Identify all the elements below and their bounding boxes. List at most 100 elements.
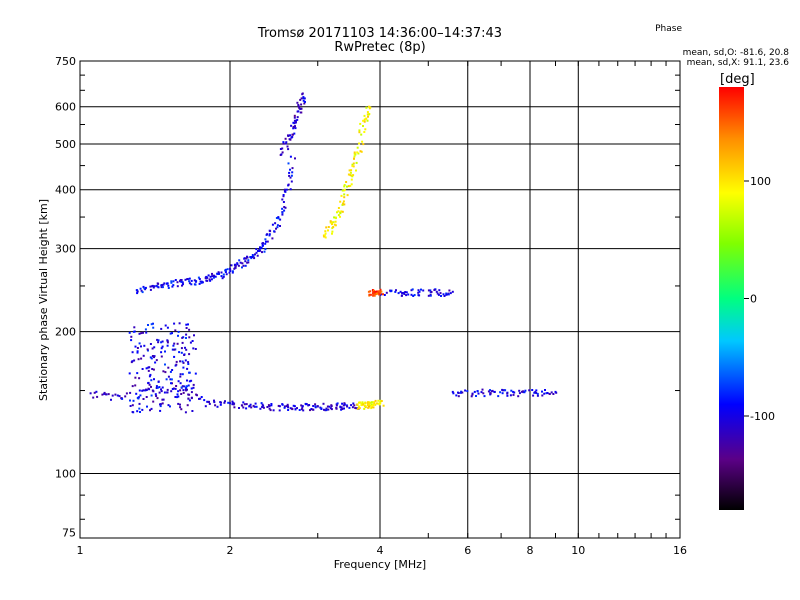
echo-point	[346, 194, 349, 197]
echo-point	[138, 402, 141, 405]
echo-point	[223, 401, 226, 404]
echo-point	[449, 292, 452, 295]
echo-point	[333, 223, 336, 226]
echo-point	[247, 261, 250, 264]
echo-point	[238, 259, 241, 262]
echo-point	[188, 399, 191, 402]
echo-point	[164, 363, 166, 366]
echo-point	[382, 404, 385, 407]
echo-point	[147, 387, 150, 390]
trace-point	[554, 390, 557, 393]
echo-point	[329, 220, 332, 223]
echo-point	[163, 282, 166, 285]
echo-point	[174, 329, 177, 332]
echo-point	[301, 406, 304, 409]
echo-point	[141, 291, 144, 294]
echo-point	[132, 399, 135, 402]
echo-point	[147, 349, 149, 352]
x-tick-label: 6	[464, 544, 471, 557]
echo-point	[373, 292, 376, 295]
trace-point	[367, 290, 370, 293]
echo-point	[149, 409, 151, 412]
trace-point	[206, 276, 209, 279]
echo-point	[147, 324, 149, 326]
echo-point	[349, 171, 352, 174]
echo-point	[227, 401, 230, 404]
echo-point	[298, 409, 301, 411]
echo-point	[521, 390, 523, 393]
echo-point	[284, 206, 287, 209]
echo-point	[152, 326, 155, 329]
echo-point	[186, 385, 188, 388]
echo-point	[312, 405, 315, 407]
echo-point	[291, 135, 294, 138]
echo-point	[103, 391, 106, 394]
echo-point	[442, 293, 445, 296]
echo-point	[198, 397, 200, 400]
trace-point	[301, 92, 304, 95]
echo-point	[320, 408, 323, 410]
echo-point	[373, 294, 376, 297]
echo-point	[173, 342, 176, 345]
echo-point	[482, 392, 485, 395]
echo-point	[200, 396, 203, 398]
echo-point	[518, 392, 521, 395]
trace-point	[151, 284, 154, 287]
echo-point	[170, 382, 172, 385]
echo-point	[220, 275, 223, 278]
trace-point	[289, 155, 292, 158]
echo-point	[150, 379, 153, 382]
colorbar	[719, 87, 744, 510]
echo-point	[510, 389, 513, 392]
echo-point	[323, 408, 325, 411]
echo-point	[294, 121, 297, 124]
echo-point	[155, 385, 158, 388]
echo-point	[271, 237, 274, 240]
echo-point	[147, 382, 150, 385]
echo-point	[359, 401, 361, 404]
echo-point	[181, 284, 183, 287]
echo-point	[212, 276, 215, 279]
echo-point	[349, 174, 352, 177]
echo-point	[276, 224, 279, 227]
echo-point	[185, 389, 188, 392]
echo-point	[133, 359, 136, 362]
echo-point	[284, 137, 287, 140]
trace-point	[229, 402, 231, 405]
echo-point	[402, 291, 405, 294]
echo-point	[480, 391, 483, 394]
trace-point	[534, 390, 537, 393]
echo-point	[394, 290, 397, 293]
echo-point	[364, 404, 367, 407]
echo-point	[455, 394, 458, 397]
echo-point	[192, 386, 195, 389]
echo-point	[372, 406, 375, 409]
echo-point	[340, 408, 343, 411]
echo-point	[208, 278, 211, 281]
echo-point	[292, 404, 295, 407]
echo-point	[287, 409, 290, 411]
echo-point	[186, 278, 189, 280]
echo-point	[182, 389, 185, 392]
trace-point	[180, 280, 183, 283]
echo-point	[262, 406, 265, 409]
echo-point	[151, 347, 154, 350]
echo-point	[186, 379, 188, 382]
echo-point	[95, 390, 98, 393]
echo-point	[483, 395, 486, 398]
echo-point	[364, 128, 367, 131]
echo-point	[460, 391, 462, 394]
echo-point	[224, 400, 226, 403]
echo-point	[175, 363, 178, 366]
trace-point	[285, 405, 288, 408]
echo-point	[244, 257, 247, 260]
echo-point	[348, 185, 350, 188]
echo-point	[234, 264, 237, 267]
echo-point	[334, 217, 337, 220]
echo-point	[293, 405, 296, 408]
echo-point	[197, 276, 200, 279]
echo-point	[363, 407, 366, 410]
echo-point	[236, 263, 239, 266]
echo-point	[191, 410, 194, 412]
echo-point	[339, 212, 342, 215]
